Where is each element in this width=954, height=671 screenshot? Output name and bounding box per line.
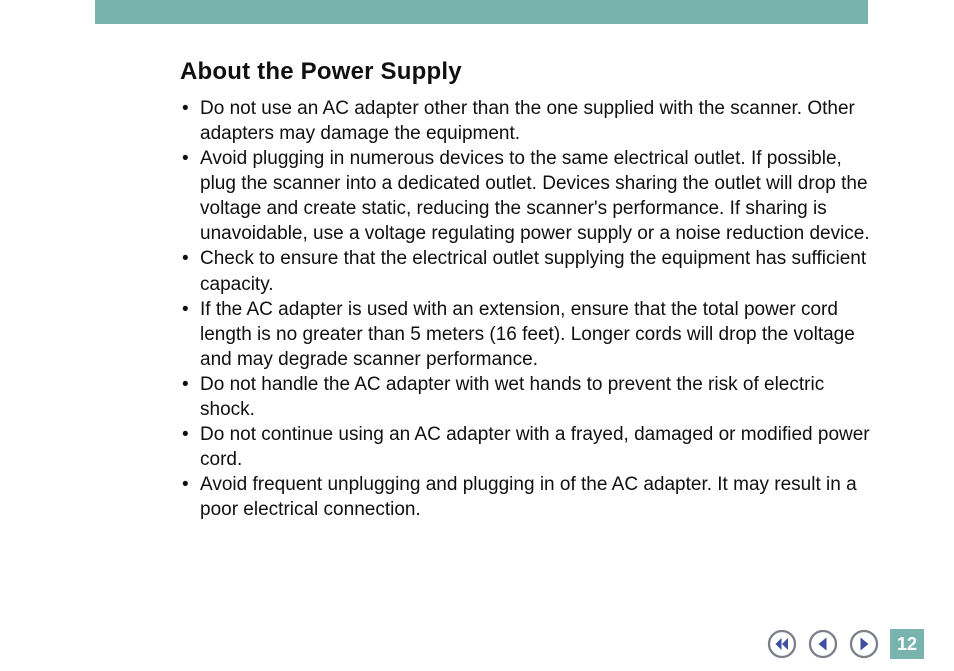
nav-first-button[interactable] [767, 629, 797, 659]
list-item: Avoid plugging in numerous devices to th… [180, 146, 880, 246]
double-arrow-left-icon [767, 629, 797, 659]
header-bar [95, 0, 868, 24]
footer-nav: 12 [767, 629, 924, 659]
list-item: Check to ensure that the electrical outl… [180, 246, 880, 296]
nav-prev-button[interactable] [808, 629, 838, 659]
list-item: Avoid frequent unplugging and plugging i… [180, 472, 880, 522]
page-number-box: 12 [890, 629, 924, 659]
list-item: Do not use an AC adapter other than the … [180, 96, 880, 146]
page-title: About the Power Supply [180, 58, 880, 86]
content-region: About the Power Supply Do not use an AC … [180, 58, 880, 522]
nav-next-button[interactable] [849, 629, 879, 659]
arrow-right-icon [849, 629, 879, 659]
arrow-left-icon [808, 629, 838, 659]
list-item: If the AC adapter is used with an extens… [180, 297, 880, 372]
bullet-list: Do not use an AC adapter other than the … [180, 96, 880, 522]
page-number: 12 [897, 634, 917, 655]
list-item: Do not handle the AC adapter with wet ha… [180, 372, 880, 422]
list-item: Do not continue using an AC adapter with… [180, 422, 880, 472]
